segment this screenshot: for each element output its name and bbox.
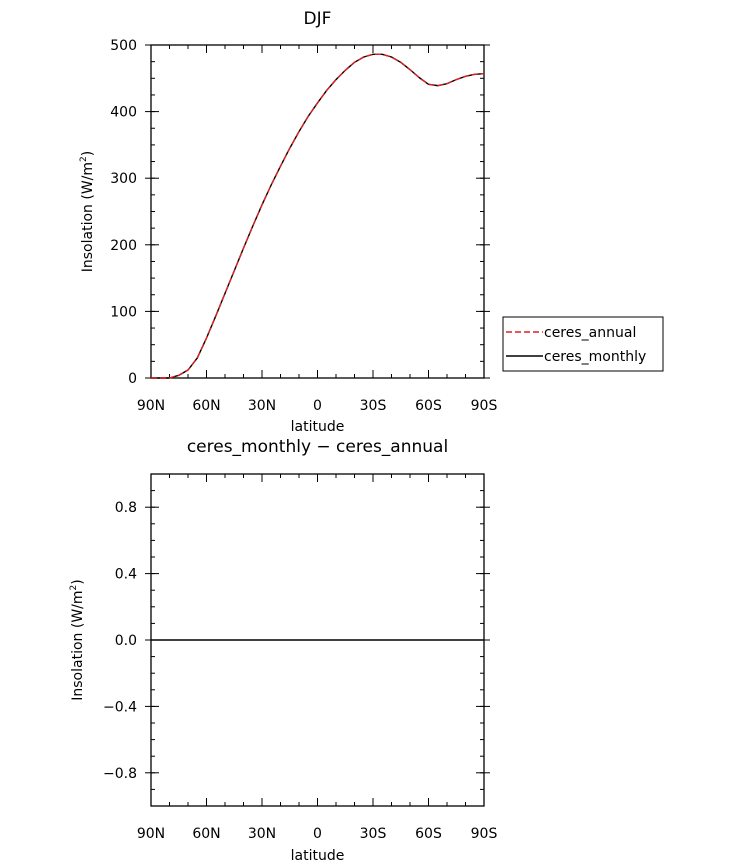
legend-label-ceres-monthly: ceres_monthly: [544, 349, 646, 365]
x-tick-label: 90N: [137, 398, 165, 414]
x-tick-label: 90N: [137, 826, 165, 842]
legend-box: [502, 316, 664, 372]
x-tick-label: 60N: [192, 398, 220, 414]
legend-label-ceres-annual: ceres_annual: [544, 325, 636, 341]
y-tick-label: −0.4: [103, 699, 137, 715]
x-tick-label: 60S: [415, 398, 442, 414]
y-axis-label: Insolation (W/m2): [79, 151, 96, 272]
y-axis-label-superscript: 2: [79, 156, 89, 162]
x-tick-label: 30N: [248, 826, 276, 842]
legend: ceres_annual ceres_monthly: [502, 316, 664, 372]
y-tick-label: 400: [110, 105, 137, 121]
x-axis-label: latitude: [291, 419, 345, 435]
x-tick-label: 90S: [471, 826, 498, 842]
x-tick-label: 60N: [192, 826, 220, 842]
y-tick-label: 500: [110, 38, 137, 54]
x-tick-label: 30N: [248, 398, 276, 414]
x-tick-label: 60S: [415, 826, 442, 842]
y-axis-label-text: Insolation (W/m: [70, 590, 86, 700]
chart-title: DJF: [304, 9, 332, 29]
x-tick-label: 90S: [471, 398, 498, 414]
plot-frame: [150, 44, 485, 379]
y-axis-label-tail: ): [80, 151, 96, 156]
bottom-panel: 90N 60N 30N 0 30S 60S 90S −0.8 −0.4 0.0 0.4 0.8 cere…: [69, 437, 497, 864]
top-panel: 90N 60N 30N 0 30S 60S 90S 0 100 200 300 400 500 DJF la…: [79, 9, 497, 435]
y-tick-label: 200: [110, 238, 137, 254]
y-tick-label: 0.8: [115, 500, 137, 516]
y-tick-label: 100: [110, 304, 137, 320]
series-line-ceres-annual: [151, 53, 485, 379]
y-tick-label: 300: [110, 171, 137, 187]
y-axis-label-text: Insolation (W/m: [80, 162, 96, 272]
y-axis-label-tail: ): [70, 579, 86, 584]
y-tick-label: 0: [128, 371, 137, 387]
y-axis-label-superscript: 2: [69, 585, 79, 591]
x-tick-label: 0: [313, 398, 322, 414]
x-tick-label: 0: [313, 826, 322, 842]
x-axis-label: latitude: [291, 848, 345, 864]
x-tick-label: 30S: [360, 826, 387, 842]
x-tick-label: 30S: [360, 398, 387, 414]
y-axis-label: Insolation (W/m2): [69, 579, 86, 700]
y-tick-label: 0.0: [115, 633, 137, 649]
y-tick-label: 0.4: [115, 567, 137, 583]
chart-title: ceres_monthly − ceres_annual: [187, 437, 448, 457]
y-tick-label: −0.8: [103, 766, 137, 782]
